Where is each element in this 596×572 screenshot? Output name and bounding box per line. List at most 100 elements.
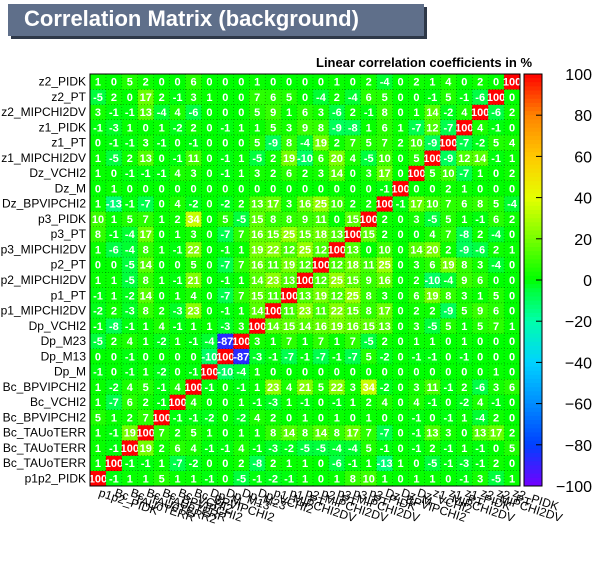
heatmap-cell (376, 135, 393, 151)
cell-value-label: 0 (286, 412, 292, 424)
heatmap-cell (185, 257, 202, 273)
heatmap-cell (137, 135, 155, 151)
heatmap-cell (328, 424, 346, 441)
heatmap-cell (90, 241, 107, 258)
cell-value-label: 5 (366, 138, 372, 150)
cell-value-label: 4 (190, 290, 197, 302)
heatmap-cell (137, 318, 155, 334)
colorbar-tick-label: 100 (565, 67, 592, 84)
cell-value-label: -1 (412, 412, 422, 424)
cell-value-label: -3 (252, 351, 262, 363)
cell-value-label: 2 (445, 183, 451, 195)
heatmap-cell (488, 196, 505, 212)
cell-value-label: 15 (347, 275, 359, 287)
cell-value-label: 4 (350, 153, 357, 165)
cell-value-label: 2 (429, 306, 435, 318)
heatmap-cell (217, 226, 234, 243)
cell-value-label: -1 (125, 107, 135, 119)
heatmap-cell (504, 272, 521, 288)
heatmap-cell (504, 211, 521, 227)
heatmap-cell (312, 150, 330, 166)
heatmap-cell (392, 104, 409, 121)
heatmap-cell (424, 104, 441, 121)
cell-value-label: 0 (302, 92, 308, 104)
cell-value-label: 5 (95, 412, 101, 424)
cell-value-label: 25 (331, 275, 343, 287)
heatmap-cell (392, 470, 409, 487)
heatmap-cell (105, 241, 123, 258)
heatmap-cell (488, 318, 505, 334)
heatmap-cell (392, 318, 409, 334)
cell-value-label: -1 (125, 367, 135, 379)
heatmap-cell (169, 257, 186, 273)
heatmap-cell (504, 74, 521, 90)
heatmap-cell (105, 257, 123, 273)
heatmap-cell (504, 394, 521, 411)
cell-value-label: -7 (316, 351, 326, 363)
heatmap-cell (376, 241, 393, 258)
cell-value-label: -1 (220, 306, 230, 318)
heatmap-cell (297, 196, 314, 212)
cell-value-label: -7 (220, 229, 230, 241)
heatmap-cell (153, 302, 170, 319)
heatmap-cell (153, 272, 170, 288)
heatmap-cell (217, 241, 234, 258)
cell-value-label: 19 (124, 428, 136, 440)
cell-value-label: 11 (363, 260, 375, 272)
heatmap-cell (408, 180, 425, 197)
cell-value-label: -1 (412, 351, 422, 363)
cell-value-label: 0 (111, 77, 117, 89)
heatmap-cell (297, 302, 314, 319)
y-tick-label: z1_PIDK (39, 120, 86, 134)
heatmap-cell (376, 165, 393, 182)
cell-value-label: 7 (318, 336, 324, 348)
cell-value-label: 0 (143, 183, 149, 195)
cell-value-label: 0 (397, 321, 403, 333)
heatmap-cell (169, 409, 186, 426)
cell-value-label: 1 (95, 199, 101, 211)
cell-value-label: 7 (254, 92, 260, 104)
heatmap-cell (90, 394, 107, 411)
heatmap-cell (105, 424, 123, 441)
cell-value-label: 0 (206, 229, 212, 241)
heatmap-cell (265, 348, 282, 365)
heatmap-cell (440, 302, 457, 319)
cell-value-label: 2 (382, 229, 388, 241)
cell-value-label: 5 (445, 321, 451, 333)
cell-value-label: -1 (475, 443, 485, 455)
heatmap-cell (504, 119, 521, 136)
cell-value-label: -1 (173, 275, 183, 287)
heatmap-cell (424, 302, 441, 319)
heatmap-cell (249, 455, 266, 472)
y-tick-label: Dp_M13 (41, 349, 87, 363)
cell-value-label: 11 (267, 260, 279, 272)
cell-value-label: 7 (159, 428, 165, 440)
heatmap-cell (472, 272, 489, 288)
cell-value-label: 100 (216, 351, 234, 363)
cell-value-label: 3 (190, 168, 196, 180)
cell-value-label: 0 (159, 77, 165, 89)
heatmap-cell (265, 409, 282, 426)
heatmap-cell (105, 272, 123, 288)
cell-value-label: 2 (334, 92, 340, 104)
heatmap-cell (169, 119, 186, 136)
cell-value-label: 0 (206, 107, 212, 119)
heatmap-cell (440, 440, 457, 456)
cell-value-label: 2 (493, 412, 499, 424)
cell-value-label: 7 (493, 321, 499, 333)
cell-value-label: 12 (315, 244, 327, 256)
heatmap-cell (265, 165, 282, 182)
heatmap-cell (472, 333, 489, 349)
y-tick-label: p3_PT (51, 227, 87, 241)
cell-value-label: -9 (443, 306, 453, 318)
cell-value-label: -9 (428, 138, 438, 150)
heatmap-cell (137, 379, 155, 395)
cell-value-label: 1 (238, 275, 244, 287)
heatmap-cell (169, 211, 186, 227)
heatmap-cell (360, 363, 377, 380)
heatmap-cell (328, 363, 346, 380)
heatmap-cell (360, 257, 377, 273)
cell-value-label: -5 (252, 153, 262, 165)
heatmap-cell (297, 363, 314, 380)
cell-value-label: -2 (236, 412, 246, 424)
